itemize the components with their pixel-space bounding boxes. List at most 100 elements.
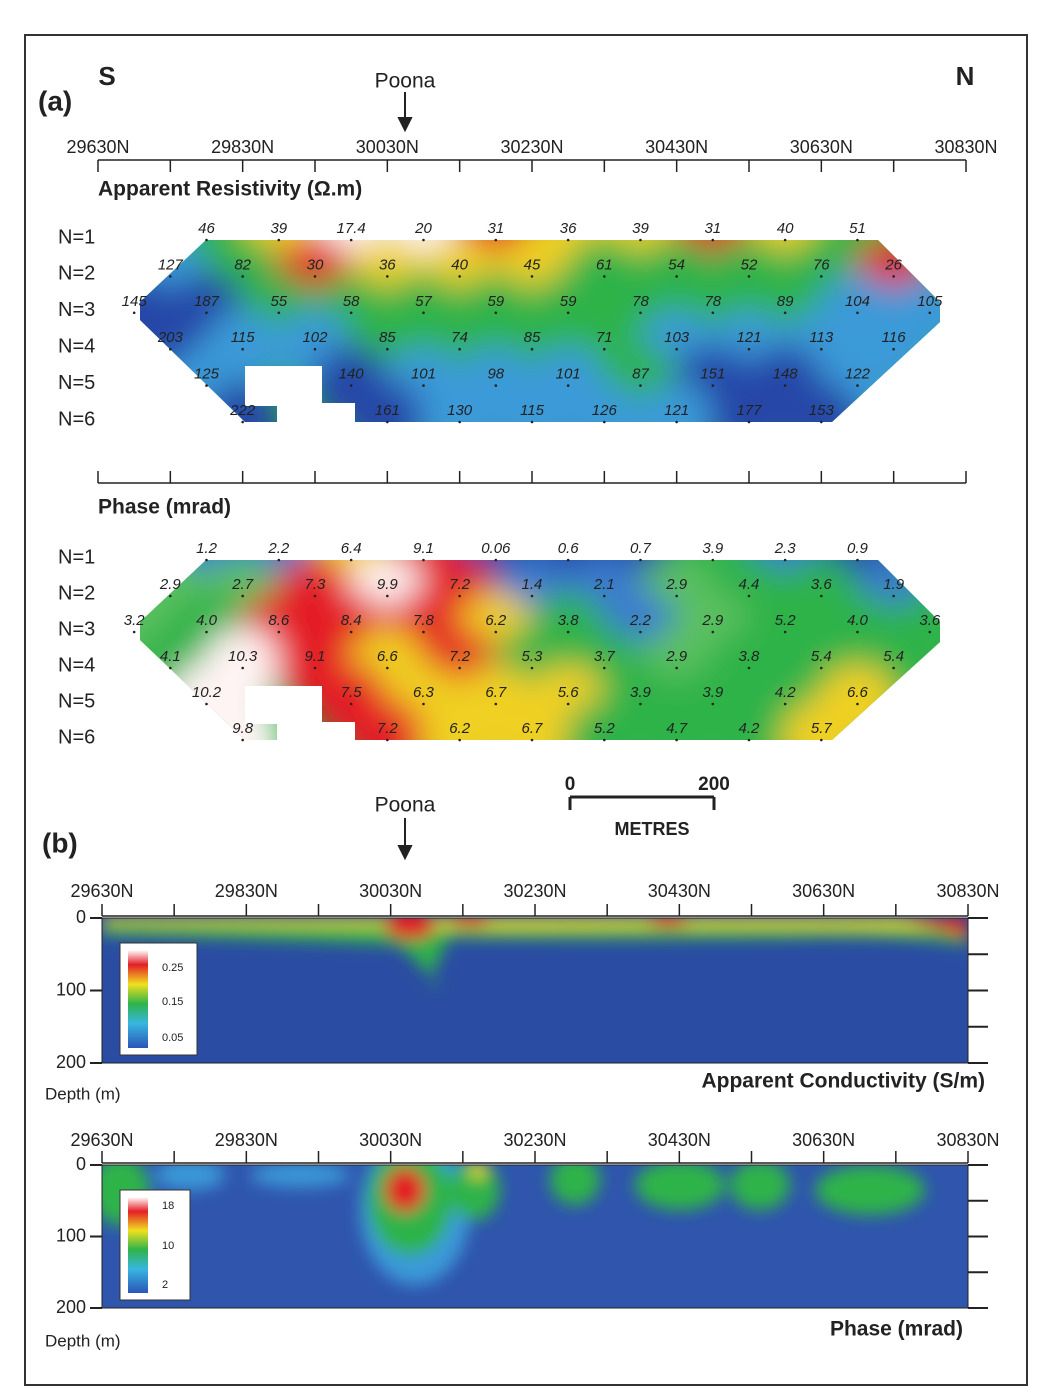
value-color — [491, 382, 572, 422]
value-label: 101 — [556, 366, 581, 383]
value-label: 6.7 — [485, 684, 507, 701]
value-label: 3.6 — [919, 612, 941, 629]
value-label: 55 — [270, 293, 287, 310]
depth-tick-label: 0 — [76, 907, 86, 927]
station-dot — [458, 738, 461, 742]
value-label: 5.3 — [522, 648, 544, 665]
value-label: 222 — [229, 402, 256, 419]
value-label: 4.2 — [775, 684, 797, 701]
axis-label: 30830N — [936, 881, 999, 901]
station-dot — [566, 558, 570, 562]
station-dot — [711, 311, 715, 315]
station-dot — [820, 347, 823, 351]
axis-label: 30030N — [359, 1130, 422, 1150]
station-dot — [313, 594, 317, 598]
station-dot — [349, 384, 353, 387]
value-color — [781, 382, 862, 422]
value-label: 71 — [596, 329, 613, 346]
station-dot — [422, 630, 425, 634]
station-dot — [386, 275, 389, 278]
station-dot — [313, 275, 317, 278]
station-dot — [783, 384, 787, 387]
value-color — [347, 382, 428, 422]
value-label: 98 — [487, 366, 504, 383]
station-dot — [747, 666, 751, 670]
value-label: 20 — [414, 220, 432, 237]
value-label: 161 — [375, 402, 400, 419]
value-label: 39 — [270, 220, 287, 237]
station-dot — [205, 384, 208, 387]
value-label: 76 — [813, 256, 830, 273]
station-dot — [783, 702, 787, 706]
station-dot — [494, 630, 498, 634]
station-dot — [639, 311, 642, 315]
legend-label: 10 — [162, 1240, 174, 1252]
row-label: N=4 — [58, 654, 95, 676]
axis-label: 30630N — [792, 881, 855, 901]
station-dot — [675, 275, 678, 278]
value-label: 4.1 — [160, 648, 181, 665]
value-color — [347, 700, 428, 740]
value-label: 0.7 — [630, 540, 652, 557]
value-label: 2.9 — [665, 648, 688, 665]
value-label: 7.2 — [449, 648, 471, 665]
depth-label: Depth (m) — [45, 1084, 121, 1103]
legend-bar — [128, 1197, 148, 1293]
value-label: 104 — [845, 293, 870, 310]
station-dot — [422, 702, 425, 706]
station-dot — [603, 594, 606, 598]
value-label: 85 — [379, 329, 396, 346]
depth-tick-label: 0 — [76, 1154, 86, 1174]
value-label: 6.6 — [847, 684, 869, 701]
value-label: 0.6 — [558, 540, 580, 557]
value-color — [636, 382, 717, 422]
station-dot — [892, 347, 895, 351]
station-dot — [205, 238, 208, 242]
value-label: 10.2 — [192, 684, 222, 701]
value-label: 7.2 — [449, 576, 471, 593]
value-label: 148 — [773, 366, 799, 383]
value-label: 9.9 — [377, 576, 399, 593]
station-dot — [783, 238, 787, 242]
value-label: 115 — [520, 402, 545, 419]
value-color — [564, 382, 645, 422]
row-label: N=1 — [58, 226, 95, 248]
station-dot — [494, 311, 498, 315]
depth-tick-label: 200 — [56, 1052, 86, 1072]
row-label: N=6 — [58, 408, 95, 430]
value-label: 1.4 — [522, 576, 543, 593]
value-label: 31 — [704, 220, 721, 237]
value-color — [419, 700, 500, 740]
row-label: N=1 — [58, 546, 95, 568]
station-dot — [675, 666, 678, 670]
value-label: 8.6 — [268, 612, 290, 629]
station-dot — [386, 738, 389, 742]
marker-arrow — [397, 92, 413, 133]
station-dot — [494, 702, 498, 706]
value-label: 89 — [777, 293, 794, 310]
value-label: 5.4 — [811, 648, 832, 665]
legend-label: 0.05 — [162, 1032, 183, 1044]
value-label: 122 — [845, 366, 871, 383]
axis-label: 30630N — [790, 137, 853, 157]
station-dot — [639, 384, 642, 387]
station-dot — [820, 275, 823, 278]
station-dot — [711, 238, 715, 242]
value-label: 151 — [700, 366, 725, 383]
axis-label: 30830N — [934, 137, 997, 157]
value-label: 1.9 — [883, 576, 905, 593]
station-dot — [603, 666, 606, 670]
station-dot — [205, 311, 208, 315]
station-dot — [494, 384, 498, 387]
value-label: 7.5 — [341, 684, 363, 701]
station-dot — [856, 630, 859, 634]
value-label: 187 — [194, 293, 220, 310]
station-dot — [820, 420, 823, 424]
station-dot — [349, 238, 353, 242]
station-dot — [820, 594, 823, 598]
station-dot — [169, 594, 172, 598]
station-dot — [711, 384, 715, 387]
value-label: 36 — [560, 220, 577, 237]
value-label: 145 — [122, 293, 148, 310]
